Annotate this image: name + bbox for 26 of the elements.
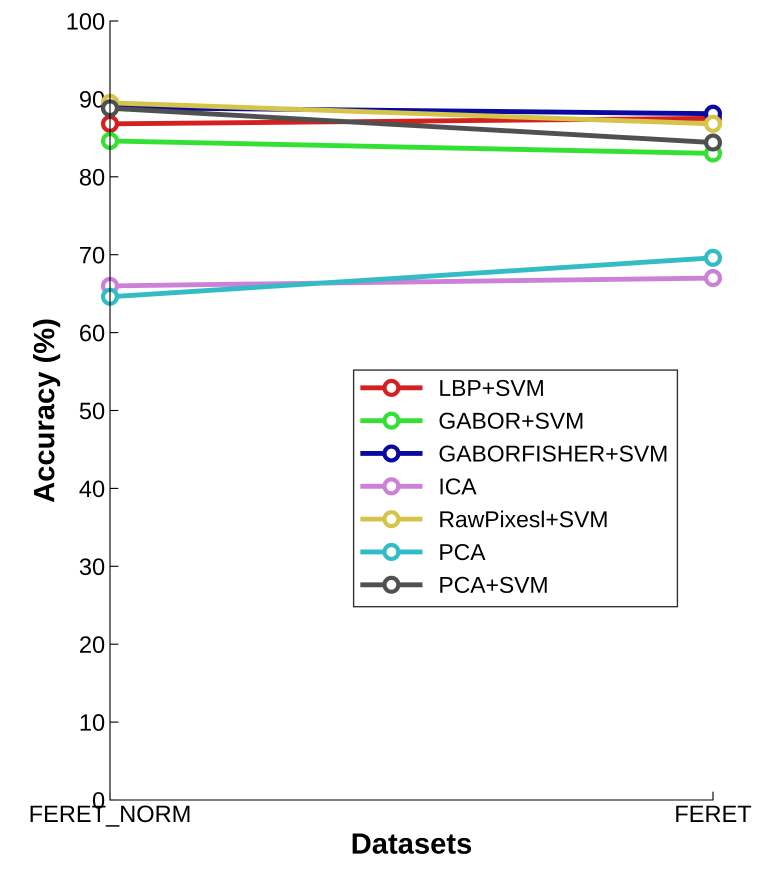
y-tick-label: 80 bbox=[80, 168, 104, 186]
y-tick-label: 10 bbox=[80, 714, 104, 731]
x-axis-title: Datasets bbox=[352, 834, 472, 854]
point bbox=[704, 269, 722, 288]
y-tick-label: 100 bbox=[68, 13, 104, 30]
y-tick-label: 20 bbox=[80, 636, 104, 653]
legend-label: ICA bbox=[440, 478, 477, 495]
y-tick-label: 60 bbox=[80, 324, 104, 342]
legend-label: GABOR+SVM bbox=[440, 412, 582, 429]
y-tick-label: 40 bbox=[79, 480, 104, 498]
x-tick-label: FERET bbox=[676, 806, 752, 822]
legend-label: RawPixesl+SVM bbox=[440, 510, 607, 528]
y-tick-label: 50 bbox=[80, 402, 104, 420]
legend-label: LBP+SVM bbox=[440, 380, 543, 396]
point bbox=[704, 248, 722, 267]
point bbox=[100, 288, 120, 306]
point bbox=[704, 133, 722, 152]
point bbox=[704, 114, 722, 133]
point bbox=[100, 114, 120, 133]
y-axis-title: Accuracy (%) bbox=[33, 320, 60, 502]
y-tick-label: 70 bbox=[80, 246, 104, 264]
legend-label: PCA+SVM bbox=[440, 576, 547, 594]
legend-label: GABORFISHER+SVM bbox=[440, 446, 666, 462]
point bbox=[100, 132, 120, 150]
y-tick-label: 30 bbox=[80, 558, 104, 576]
legend-label: PCA bbox=[440, 544, 486, 560]
